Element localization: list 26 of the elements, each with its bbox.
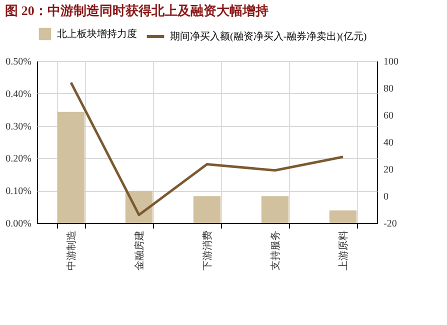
y-tick-label: 0.30% bbox=[6, 121, 32, 132]
x-tick-label: 上游原料 bbox=[338, 230, 350, 270]
legend-label: 期间净买入额(融资净买入-融券净卖出)(亿元) bbox=[170, 30, 367, 42]
y2-tick-label: 60 bbox=[384, 110, 394, 122]
y-tick-label: 0.20% bbox=[6, 154, 32, 165]
bar bbox=[329, 210, 357, 223]
y2-tick-label: 40 bbox=[384, 138, 394, 148]
bar bbox=[193, 196, 221, 223]
x-tick-label: 中游制造 bbox=[66, 230, 78, 270]
y-tick-label: 0.00% bbox=[6, 218, 32, 230]
line-series bbox=[70, 81, 344, 216]
chart-title: 图 20：中游制造同时获得北上及融资大幅增持 bbox=[5, 3, 268, 18]
legend-label: 北上板块增持力度 bbox=[57, 28, 137, 40]
y-tick-label: 0.40% bbox=[6, 88, 32, 100]
bar bbox=[261, 196, 289, 223]
y2-tick-label: 20 bbox=[384, 164, 394, 176]
bar bbox=[57, 112, 85, 223]
y2-tick-label: -20 bbox=[384, 218, 397, 230]
y-tick-label: 0.10% bbox=[6, 186, 32, 198]
y-tick-label: 0.50% bbox=[6, 56, 32, 68]
x-tick-label: 金融房建 bbox=[134, 230, 146, 270]
y2-tick-label: 0 bbox=[384, 192, 388, 202]
y2-tick-label: 100 bbox=[384, 56, 398, 68]
y2-tick-label: 80 bbox=[384, 84, 394, 94]
x-tick-label: 下游消费 bbox=[202, 230, 214, 270]
x-tick-label: 支持服务 bbox=[270, 230, 282, 270]
